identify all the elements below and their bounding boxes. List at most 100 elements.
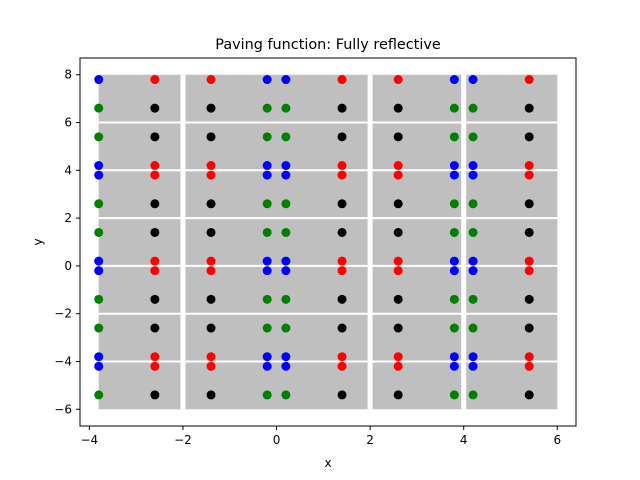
data-point xyxy=(150,266,160,276)
data-point xyxy=(94,103,104,113)
data-point xyxy=(393,75,403,85)
data-point xyxy=(281,352,291,362)
data-point xyxy=(262,170,272,180)
data-point xyxy=(337,390,347,400)
data-point xyxy=(262,132,272,142)
data-point xyxy=(393,390,403,400)
data-point xyxy=(150,75,160,85)
data-point xyxy=(337,199,347,209)
data-point xyxy=(393,323,403,333)
data-point xyxy=(150,170,160,180)
data-point xyxy=(206,199,216,209)
y-tick-label: −4 xyxy=(54,354,72,368)
data-point xyxy=(206,361,216,371)
data-point xyxy=(524,323,534,333)
data-point xyxy=(449,352,459,362)
data-point xyxy=(150,132,160,142)
data-point xyxy=(337,75,347,85)
chart-title: Paving function: Fully reflective xyxy=(215,37,441,53)
data-point xyxy=(449,103,459,113)
data-point xyxy=(393,161,403,171)
plot-frame xyxy=(79,57,577,427)
data-point xyxy=(393,256,403,266)
data-point xyxy=(150,294,160,304)
data-point xyxy=(524,199,534,209)
data-point xyxy=(262,75,272,85)
tile-column xyxy=(276,74,371,410)
data-point xyxy=(262,199,272,209)
data-point xyxy=(94,352,104,362)
data-point xyxy=(206,170,216,180)
tile-column xyxy=(182,74,277,410)
data-point xyxy=(281,103,291,113)
data-point xyxy=(524,294,534,304)
tile-column xyxy=(463,74,558,410)
data-point xyxy=(262,323,272,333)
data-point xyxy=(524,161,534,171)
x-tick-label: 6 xyxy=(553,433,561,447)
data-point xyxy=(449,361,459,371)
data-point xyxy=(150,227,160,237)
data-point xyxy=(468,256,478,266)
data-point xyxy=(94,170,104,180)
data-point xyxy=(94,132,104,142)
data-point xyxy=(150,323,160,333)
data-point xyxy=(468,103,478,113)
data-point xyxy=(281,227,291,237)
data-point xyxy=(449,227,459,237)
data-point xyxy=(468,170,478,180)
data-point xyxy=(449,170,459,180)
data-point xyxy=(449,390,459,400)
data-point xyxy=(449,132,459,142)
data-point xyxy=(281,323,291,333)
data-point xyxy=(94,323,104,333)
data-point xyxy=(281,170,291,180)
data-point xyxy=(337,132,347,142)
y-axis: −6 −4 −2 0 2 4 6 8 xyxy=(54,68,80,416)
data-point xyxy=(281,390,291,400)
data-point xyxy=(468,352,478,362)
data-point xyxy=(449,294,459,304)
data-point xyxy=(206,132,216,142)
data-point xyxy=(94,361,104,371)
data-point xyxy=(150,256,160,266)
data-point xyxy=(281,256,291,266)
data-point xyxy=(393,352,403,362)
data-point xyxy=(150,199,160,209)
data-point xyxy=(524,390,534,400)
data-point xyxy=(393,103,403,113)
data-point xyxy=(524,361,534,371)
data-point xyxy=(281,132,291,142)
data-point xyxy=(262,266,272,276)
data-point xyxy=(449,75,459,85)
data-point xyxy=(281,161,291,171)
data-point xyxy=(524,266,534,276)
data-point xyxy=(524,132,534,142)
data-point xyxy=(393,227,403,237)
data-point xyxy=(468,390,478,400)
y-tick-label: 4 xyxy=(64,163,72,177)
data-point xyxy=(468,227,478,237)
data-point xyxy=(449,256,459,266)
data-point xyxy=(337,170,347,180)
data-point xyxy=(393,361,403,371)
data-point xyxy=(468,161,478,171)
data-point xyxy=(524,103,534,113)
data-point xyxy=(393,294,403,304)
data-point xyxy=(281,266,291,276)
data-point xyxy=(206,161,216,171)
background-tiles xyxy=(98,74,558,410)
data-point xyxy=(337,103,347,113)
data-point xyxy=(524,75,534,85)
data-point xyxy=(393,199,403,209)
data-point xyxy=(94,266,104,276)
x-tick-label: −4 xyxy=(81,433,99,447)
data-point xyxy=(262,352,272,362)
data-point xyxy=(449,161,459,171)
data-point xyxy=(393,266,403,276)
data-point xyxy=(94,294,104,304)
data-point xyxy=(449,199,459,209)
data-point xyxy=(262,361,272,371)
data-point xyxy=(206,323,216,333)
data-point xyxy=(94,227,104,237)
